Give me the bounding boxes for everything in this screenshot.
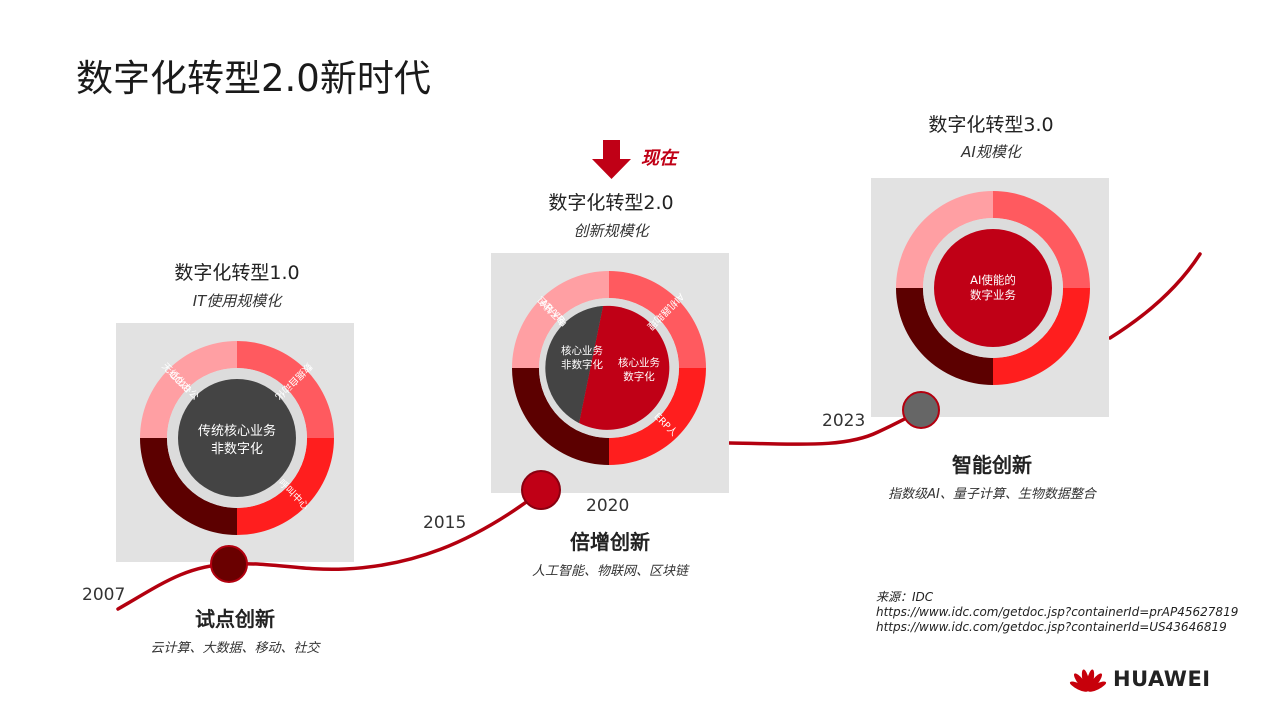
source-note: 来源：IDC https://www.idc.com/getdoc.jsp?co… xyxy=(876,590,1238,635)
stage1-year: 2007 xyxy=(82,585,126,605)
stage2-ring-chart: 核心业务 非数字化 核心业务 数字化 AR/VR AI机器助理 ERP人 电子钱… xyxy=(512,271,706,465)
stage2-inner-left-line2: 非数字化 xyxy=(561,358,603,371)
stage1-timeline-dot xyxy=(210,545,248,583)
stage2-ring-segment-tl xyxy=(512,271,609,368)
stage3-ring-segment-tl xyxy=(896,191,993,288)
stage2-core-digital xyxy=(579,305,670,430)
stage2-inner-left-line1: 核心业务 xyxy=(561,344,603,357)
stage1-title: 数字化转型1.0 xyxy=(174,262,300,284)
stage3-timeline-dot xyxy=(902,391,940,429)
stage3-center-line1: AI使能的 xyxy=(970,273,1016,287)
now-label: 现在 xyxy=(641,148,677,169)
stage2-panel: 核心业务 非数字化 核心业务 数字化 AR/VR AI机器助理 ERP人 电子钱… xyxy=(491,253,729,493)
stage2-inner-right-line1: 核心业务 xyxy=(618,356,660,369)
stage3-title: 数字化转型3.0 xyxy=(928,114,1054,136)
stage2-timeline-dot xyxy=(521,470,561,510)
stage3-year: 2023 xyxy=(822,411,866,431)
stage2-core-nondigital-fill xyxy=(546,306,603,423)
stage3-ring-chart: AI使能的 数字业务 xyxy=(896,191,1090,385)
stage3-milestone-desc: 指数级AI、量子计算、生物数据整合 xyxy=(888,487,1096,502)
stage3-subtitle: AI规模化 xyxy=(961,143,1021,161)
stage2-subtitle: 创新规模化 xyxy=(573,222,649,240)
stage2-inner-right-line2: 数字化 xyxy=(623,370,655,383)
stage3-core-circle xyxy=(934,229,1052,347)
stage3-milestone: 智能创新 xyxy=(952,453,1032,477)
stage1-ring-segment-br xyxy=(237,438,334,535)
stage2-ring-segment-tr xyxy=(609,271,706,368)
stage1-milestone: 试点创新 xyxy=(195,607,275,631)
stage1-core-circle xyxy=(178,379,296,497)
stage2-year: 2020 xyxy=(586,496,630,516)
stage3-ring-segment-br xyxy=(993,288,1090,385)
stage2-milestone-desc: 人工智能、物联网、区块链 xyxy=(531,564,688,579)
stage3-center-line2: 数字业务 xyxy=(970,288,1016,302)
stage1-panel: 传统核心业务 非数字化 无纸化办公 数据自动化 呼叫中心 BYOD xyxy=(116,323,354,562)
stage1-center-line2: 非数字化 xyxy=(211,442,263,457)
source-link-1[interactable]: https://www.idc.com/getdoc.jsp?container… xyxy=(876,605,1239,619)
stage2-milestone: 倍增创新 xyxy=(570,530,650,554)
stage2-ring-segment-br xyxy=(609,368,706,465)
page-title: 数字化转型2.0新时代 xyxy=(76,57,431,100)
stage3-ring-segment-bl xyxy=(896,288,993,385)
stage3-ring-segment-tr xyxy=(993,191,1090,288)
stage1-ring-chart: 传统核心业务 非数字化 无纸化办公 数据自动化 呼叫中心 BYOD xyxy=(140,341,334,535)
stage1-ring-segment-tl xyxy=(140,341,237,438)
stage2-year-left: 2015 xyxy=(423,513,467,533)
stage3-panel: AI使能的 数字业务 xyxy=(871,178,1109,417)
source-link-2[interactable]: https://www.idc.com/getdoc.jsp?container… xyxy=(876,620,1227,634)
source-label: 来源：IDC xyxy=(876,590,934,604)
now-arrow-icon xyxy=(592,140,631,179)
stage1-subtitle: IT使用规模化 xyxy=(192,292,282,310)
stage1-ring-segment-bl xyxy=(140,438,237,535)
stage1-milestone-desc: 云计算、大数据、移动、社交 xyxy=(150,641,320,656)
huawei-logo-icon xyxy=(1069,669,1107,692)
stage2-ring-segment-bl xyxy=(512,368,609,465)
stage2-title: 数字化转型2.0 xyxy=(548,192,674,214)
stage1-center-line1: 传统核心业务 xyxy=(198,423,276,439)
stage1-ring-segment-tr xyxy=(237,341,334,438)
brand-name: HUAWEI xyxy=(1113,667,1211,691)
